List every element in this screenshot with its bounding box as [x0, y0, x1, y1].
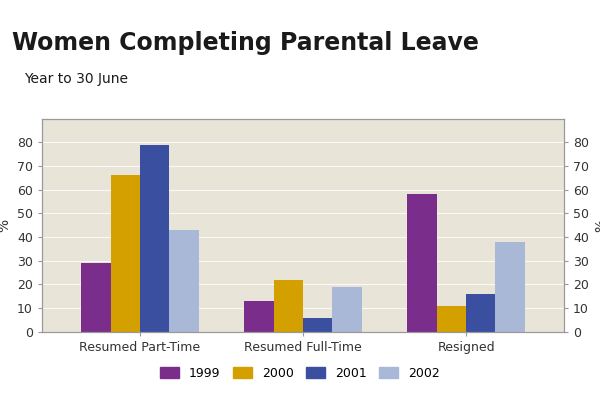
Text: Women Completing Parental Leave: Women Completing Parental Leave: [12, 31, 479, 55]
Y-axis label: %: %: [0, 218, 11, 232]
Y-axis label: %: %: [595, 218, 600, 232]
Bar: [140, 145, 169, 332]
Text: Year to 30 June: Year to 30 June: [24, 72, 128, 86]
Bar: [466, 294, 496, 332]
Bar: [303, 318, 332, 332]
Bar: [81, 263, 110, 332]
Legend: 1999, 2000, 2001, 2002: 1999, 2000, 2001, 2002: [155, 362, 445, 385]
Bar: [274, 280, 303, 332]
Bar: [407, 194, 437, 332]
Bar: [496, 242, 525, 332]
Bar: [110, 175, 140, 332]
Bar: [437, 306, 466, 332]
Bar: [169, 230, 199, 332]
Bar: [244, 301, 274, 332]
Bar: [332, 287, 362, 332]
